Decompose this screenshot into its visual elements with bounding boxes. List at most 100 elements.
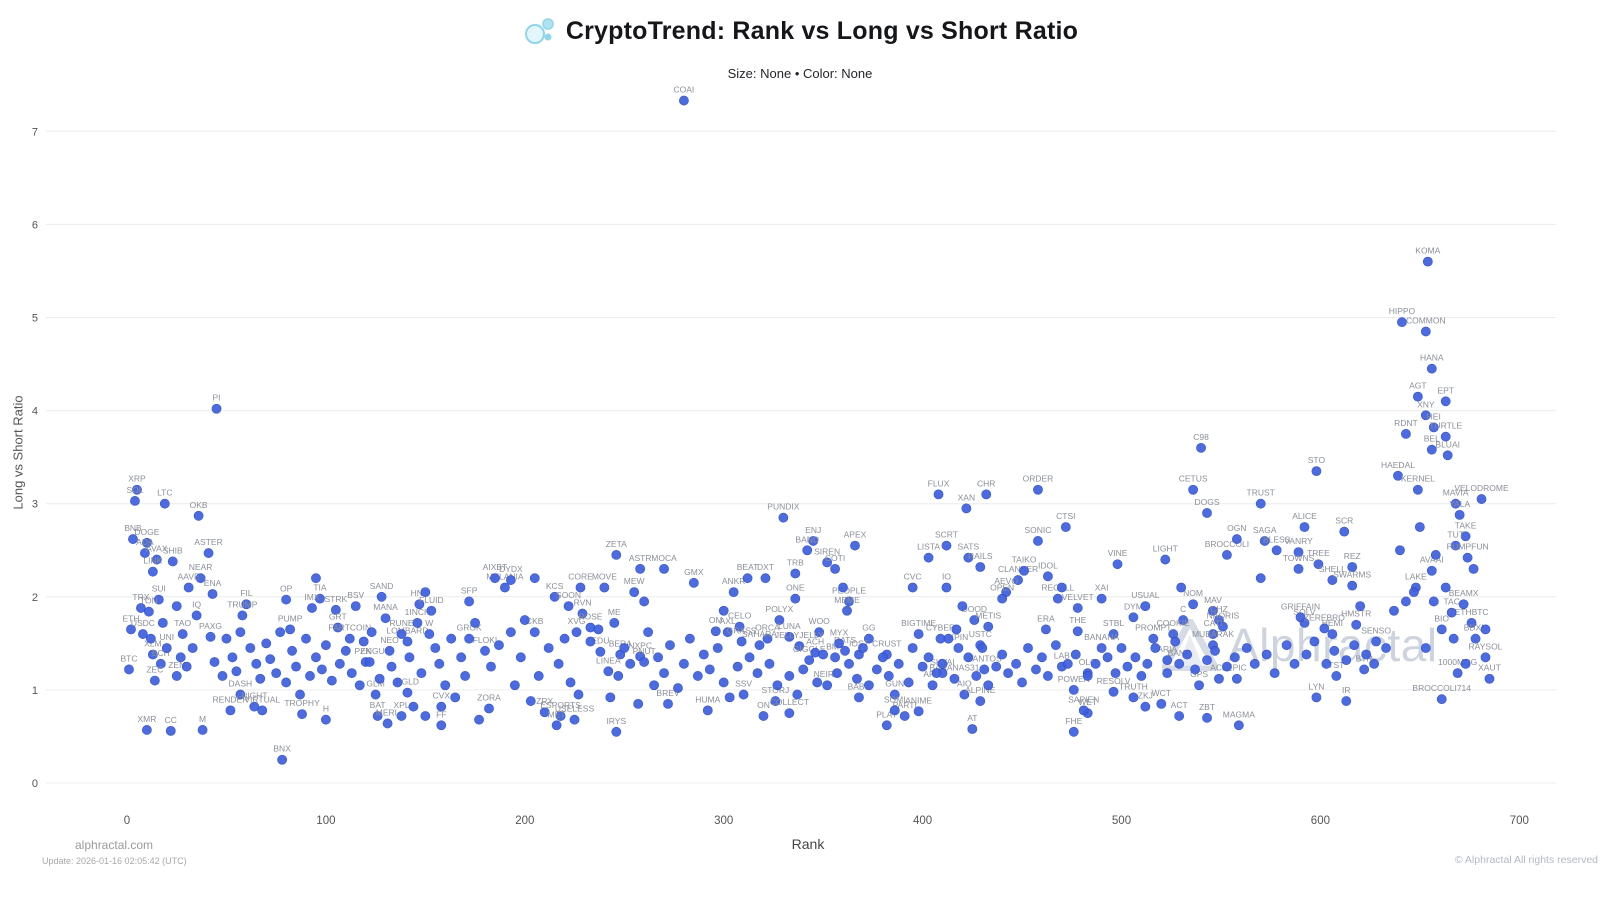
data-point[interactable] bbox=[802, 545, 813, 556]
data-point[interactable] bbox=[1096, 593, 1107, 604]
data-point[interactable] bbox=[408, 701, 419, 712]
data-point[interactable] bbox=[1148, 633, 1159, 644]
data-point[interactable] bbox=[1136, 671, 1147, 681]
data-point[interactable] bbox=[961, 503, 972, 514]
data-point[interactable] bbox=[653, 652, 663, 663]
data-point[interactable] bbox=[1420, 326, 1431, 337]
data-point[interactable] bbox=[1470, 633, 1481, 644]
data-point[interactable] bbox=[1476, 494, 1487, 504]
data-point[interactable] bbox=[1182, 649, 1193, 660]
data-point[interactable] bbox=[533, 671, 544, 681]
data-point[interactable] bbox=[774, 615, 785, 625]
data-point[interactable] bbox=[1347, 562, 1358, 572]
data-point[interactable] bbox=[386, 661, 397, 672]
data-point[interactable] bbox=[1426, 444, 1437, 455]
data-point[interactable] bbox=[412, 617, 423, 628]
data-point[interactable] bbox=[1041, 624, 1051, 635]
data-point[interactable] bbox=[625, 658, 636, 669]
data-point[interactable] bbox=[792, 689, 803, 700]
data-point[interactable] bbox=[754, 640, 765, 651]
data-point[interactable] bbox=[840, 645, 850, 656]
data-point[interactable] bbox=[704, 664, 715, 675]
data-point[interactable] bbox=[1289, 658, 1300, 669]
data-point[interactable] bbox=[221, 633, 232, 644]
data-point[interactable] bbox=[889, 705, 900, 716]
data-point[interactable] bbox=[1295, 612, 1306, 623]
data-point[interactable] bbox=[227, 652, 238, 663]
data-point[interactable] bbox=[553, 658, 564, 669]
data-point[interactable] bbox=[1056, 582, 1067, 593]
data-point[interactable] bbox=[770, 696, 781, 706]
data-point[interactable] bbox=[877, 652, 888, 663]
data-point[interactable] bbox=[1214, 673, 1224, 684]
data-point[interactable] bbox=[844, 596, 854, 607]
data-point[interactable] bbox=[494, 640, 504, 651]
data-point[interactable] bbox=[854, 692, 864, 703]
data-point[interactable] bbox=[1202, 655, 1212, 666]
data-point[interactable] bbox=[440, 680, 451, 691]
data-point[interactable] bbox=[1003, 668, 1014, 679]
data-point[interactable] bbox=[1408, 587, 1419, 598]
data-point[interactable] bbox=[764, 658, 775, 669]
data-point[interactable] bbox=[519, 615, 530, 625]
data-point[interactable] bbox=[635, 563, 646, 574]
data-point[interactable] bbox=[736, 636, 747, 647]
data-point[interactable] bbox=[1460, 531, 1471, 542]
data-point[interactable] bbox=[271, 668, 282, 679]
data-point[interactable] bbox=[1162, 655, 1173, 666]
data-point[interactable] bbox=[609, 617, 620, 628]
data-point[interactable] bbox=[177, 629, 188, 639]
data-point[interactable] bbox=[577, 608, 588, 619]
data-point[interactable] bbox=[818, 649, 829, 660]
data-point[interactable] bbox=[480, 645, 490, 656]
data-point[interactable] bbox=[1222, 550, 1232, 560]
data-point[interactable] bbox=[171, 671, 182, 681]
data-point[interactable] bbox=[1218, 621, 1228, 632]
data-point[interactable] bbox=[372, 711, 383, 721]
data-point[interactable] bbox=[1412, 484, 1423, 495]
data-point[interactable] bbox=[1033, 536, 1043, 546]
data-point[interactable] bbox=[1341, 696, 1352, 706]
data-point[interactable] bbox=[1102, 652, 1113, 663]
data-point[interactable] bbox=[295, 689, 305, 700]
data-point[interactable] bbox=[396, 711, 407, 721]
data-point[interactable] bbox=[1150, 643, 1161, 653]
data-point[interactable] bbox=[153, 594, 164, 605]
data-point[interactable] bbox=[957, 601, 968, 612]
data-point[interactable] bbox=[1068, 726, 1079, 737]
data-point[interactable] bbox=[983, 621, 994, 632]
data-point[interactable] bbox=[808, 536, 819, 546]
data-point[interactable] bbox=[1202, 508, 1212, 518]
data-point[interactable] bbox=[832, 668, 842, 679]
data-point[interactable] bbox=[1420, 410, 1431, 421]
data-point[interactable] bbox=[191, 610, 202, 621]
data-point[interactable] bbox=[1454, 509, 1465, 520]
data-point[interactable] bbox=[722, 627, 733, 638]
data-point[interactable] bbox=[1395, 545, 1405, 556]
data-point[interactable] bbox=[470, 617, 480, 628]
data-point[interactable] bbox=[724, 692, 735, 703]
data-point[interactable] bbox=[979, 664, 990, 675]
data-point[interactable] bbox=[1311, 466, 1322, 477]
data-point[interactable] bbox=[977, 643, 988, 653]
data-point[interactable] bbox=[1321, 658, 1332, 669]
data-point[interactable] bbox=[1156, 698, 1167, 709]
data-point[interactable] bbox=[297, 709, 307, 720]
data-point[interactable] bbox=[539, 707, 550, 718]
data-point[interactable] bbox=[529, 627, 540, 638]
data-point[interactable] bbox=[663, 698, 673, 709]
data-point[interactable] bbox=[1231, 673, 1242, 684]
data-point[interactable] bbox=[784, 708, 795, 719]
data-point[interactable] bbox=[1052, 593, 1063, 604]
data-point[interactable] bbox=[301, 633, 311, 644]
data-point[interactable] bbox=[159, 498, 170, 509]
data-point[interactable] bbox=[784, 631, 795, 642]
data-point[interactable] bbox=[971, 671, 982, 681]
data-point[interactable] bbox=[830, 652, 840, 663]
data-point[interactable] bbox=[235, 627, 246, 638]
data-point[interactable] bbox=[203, 548, 214, 558]
data-point[interactable] bbox=[692, 671, 703, 681]
data-point[interactable] bbox=[305, 671, 315, 681]
data-point[interactable] bbox=[1339, 526, 1350, 537]
data-point[interactable] bbox=[611, 550, 622, 560]
